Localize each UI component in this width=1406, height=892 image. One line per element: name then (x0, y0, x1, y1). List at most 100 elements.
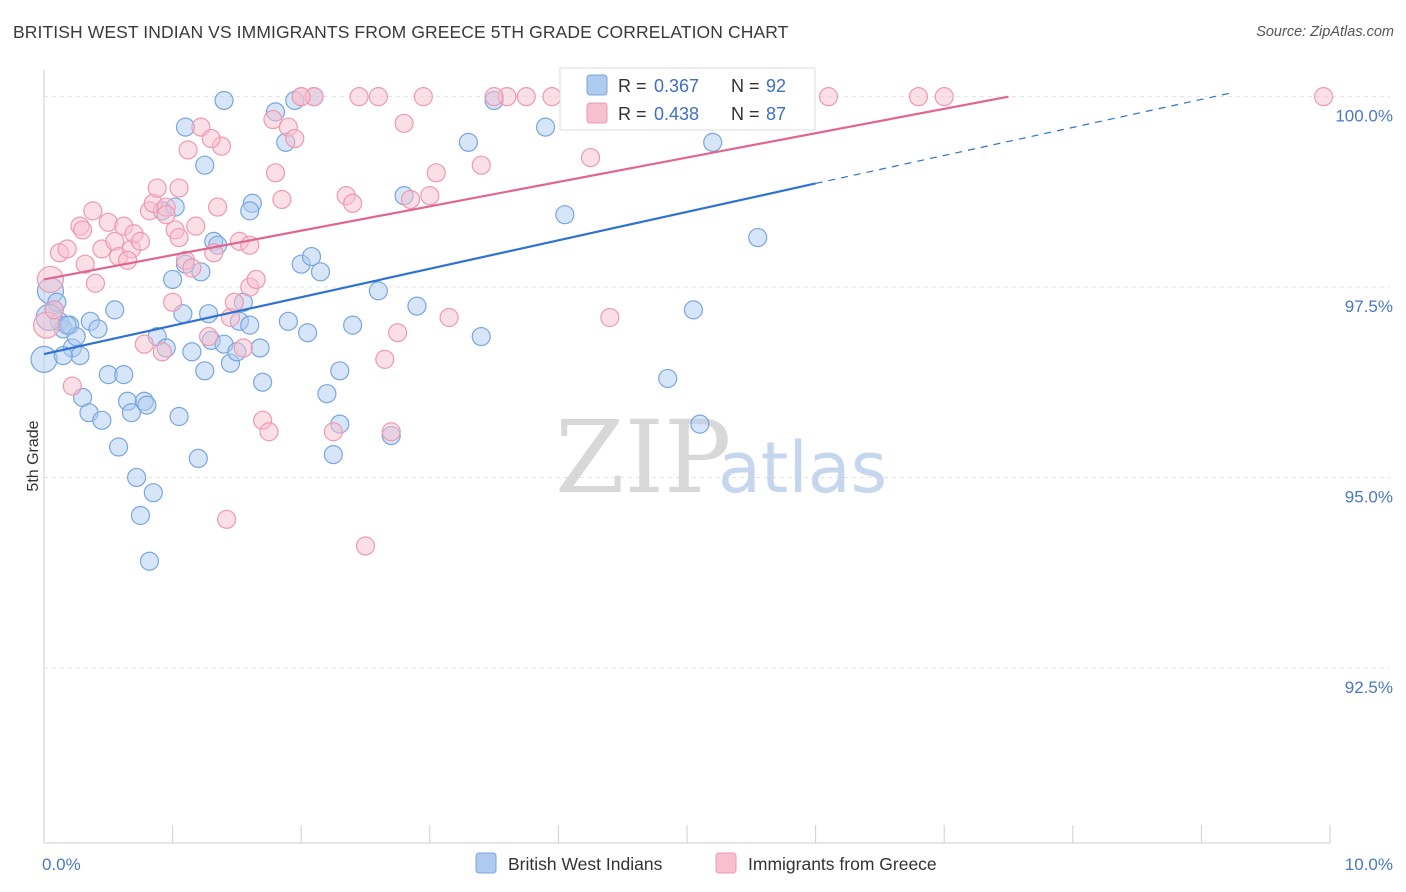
stats-pink-n-label: N = (731, 104, 760, 124)
x-tick-label-0: 0.0% (42, 855, 81, 874)
blue-point-16 (108, 437, 129, 457)
x-tick-label-1: 10.0% (1345, 855, 1393, 874)
series-immigrants-from-greece (32, 87, 1334, 556)
blue-point-60 (343, 315, 363, 335)
pink-point-85 (484, 87, 504, 107)
pink-point-58 (381, 422, 401, 442)
y-tick-label-1: 97.5% (1345, 297, 1393, 316)
stats-blue-r-value: 0.367 (654, 76, 699, 96)
stats-blue-n-label: N = (731, 76, 760, 96)
blue-point-89 (240, 201, 260, 221)
blue-point-75 (683, 300, 704, 320)
tick-labels: 100.0% 97.5% 95.0% 92.5% 0.0% 10.0% (42, 107, 1393, 874)
pink-point-41 (246, 269, 266, 290)
pink-point-28 (178, 140, 198, 160)
blue-point-61 (368, 281, 388, 301)
blue-point-24 (139, 551, 160, 571)
pink-point-35 (217, 509, 237, 529)
y-tick-label-0: 100.0% (1335, 107, 1393, 126)
blue-point-55 (301, 246, 322, 267)
stats-legend-blue-swatch (586, 74, 608, 96)
pink-point-53 (343, 193, 363, 213)
trend-lines (43, 92, 1232, 356)
legend-british-west-indians: British West Indians (508, 854, 663, 874)
blue-point-21 (130, 505, 151, 526)
pink-point-9 (85, 273, 106, 293)
legend-blue-swatch (475, 852, 497, 874)
blue-point-69 (555, 205, 575, 225)
blue-point-81 (92, 410, 112, 430)
pink-point-24 (163, 292, 183, 312)
blue-point-49 (250, 338, 270, 358)
blue-point-34 (182, 342, 202, 362)
pink-point-75 (908, 87, 929, 107)
pink-point-43 (259, 422, 279, 442)
pink-point-65 (439, 307, 459, 328)
pink-point-22 (152, 342, 172, 362)
pink-point-60 (394, 113, 414, 133)
blue-point-57 (317, 384, 337, 404)
legend-pink-swatch (715, 852, 737, 874)
stats-legend-pink-swatch (586, 102, 608, 124)
pink-point-2 (44, 300, 64, 320)
blue-point-29 (163, 269, 183, 290)
pink-point-51 (323, 422, 343, 442)
pink-point-46 (272, 189, 292, 210)
stats-pink-r-value: 0.438 (654, 104, 699, 124)
blue-point-66 (471, 326, 491, 347)
chart-title: BRITISH WEST INDIAN VS IMMIGRANTS FROM G… (13, 22, 789, 42)
blue-point-0 (30, 345, 58, 373)
pink-point-71 (600, 307, 620, 328)
blue-point-47 (240, 315, 260, 335)
pink-point-84 (291, 87, 311, 107)
stats-legend: R = 0.367 N = 92 R = 0.438 N = 87 (559, 67, 816, 131)
stats-blue-r-label: R = (618, 76, 647, 96)
blue-point-56 (310, 262, 331, 282)
pink-point-33 (208, 197, 228, 217)
blue-point-77 (703, 132, 723, 152)
watermark-atlas: atlas (718, 427, 887, 509)
blue-point-86 (195, 155, 215, 175)
blue-point-25 (143, 483, 163, 503)
blue-point-35 (188, 448, 208, 469)
pink-point-78 (72, 220, 93, 240)
pink-point-81 (201, 128, 221, 149)
bottom-legend: British West Indians Immigrants from Gre… (475, 852, 937, 874)
blue-point-54 (298, 323, 318, 343)
pink-point-21 (147, 178, 167, 198)
blue-point-58 (323, 444, 343, 465)
pink-point-74 (818, 87, 839, 107)
stats-pink-r-label: R = (618, 104, 647, 124)
pink-point-7 (75, 254, 95, 274)
blue-point-78 (748, 227, 768, 248)
source-credit: Source: ZipAtlas.com (1256, 24, 1394, 40)
pink-point-69 (542, 87, 562, 107)
pink-point-76 (934, 87, 954, 107)
y-tick-label-3: 92.5% (1345, 678, 1393, 697)
pink-point-4 (57, 239, 77, 259)
blue-point-84 (278, 311, 298, 331)
blue-point-65 (458, 132, 478, 152)
pink-point-29 (186, 216, 206, 236)
pink-point-45 (265, 163, 286, 183)
blue-point-19 (121, 403, 142, 423)
blue-point-87 (214, 90, 234, 111)
pink-point-86 (169, 178, 189, 198)
pink-point-26 (169, 227, 189, 248)
blue-point-64 (407, 296, 427, 316)
blue-point-83 (330, 361, 350, 381)
axes (43, 70, 1331, 844)
blue-point-17 (114, 365, 134, 385)
blue-point-74 (658, 368, 678, 389)
blue-point-31 (169, 406, 189, 427)
pink-point-31 (199, 326, 219, 347)
pink-point-37 (224, 292, 244, 312)
pink-point-57 (375, 349, 395, 369)
blue-point-68 (535, 117, 556, 137)
pink-point-56 (368, 87, 388, 107)
blue-trend-line (43, 182, 816, 356)
pink-point-63 (420, 186, 440, 206)
pink-point-70 (580, 147, 601, 168)
pink-point-68 (516, 87, 536, 107)
